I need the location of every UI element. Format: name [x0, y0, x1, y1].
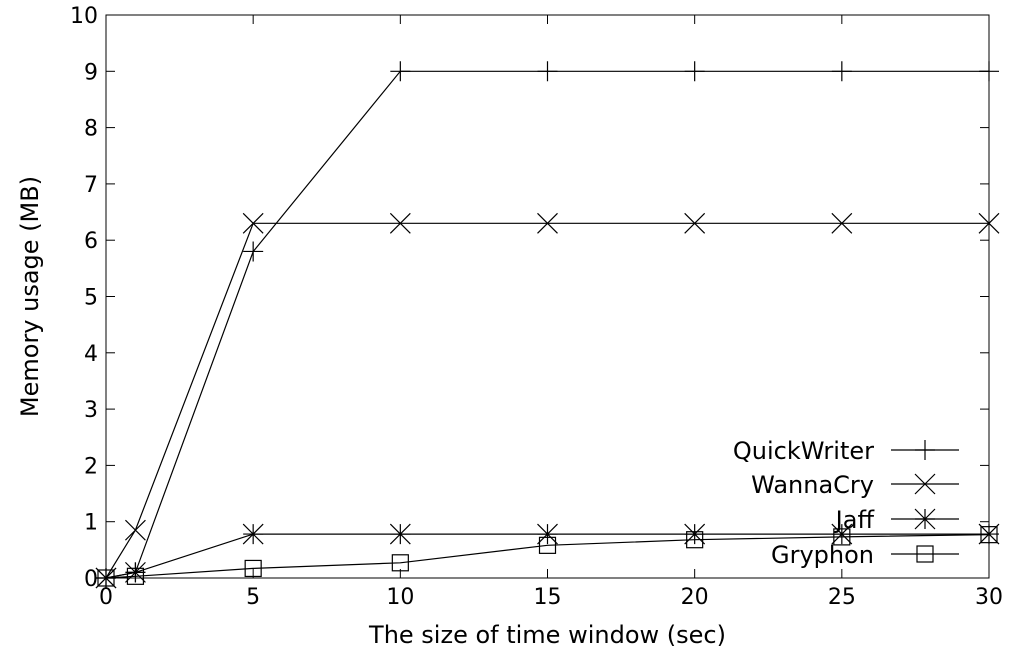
- square-marker: [391, 554, 409, 572]
- y-tick-label: 4: [84, 342, 98, 367]
- y-tick-label: 6: [84, 229, 98, 254]
- square-marker: [980, 526, 998, 544]
- square-marker: [244, 559, 262, 578]
- cross-marker: [125, 519, 146, 541]
- star-marker: [684, 523, 706, 545]
- square-marker: [916, 545, 934, 563]
- square-marker: [538, 536, 557, 554]
- y-tick-label: 9: [84, 60, 98, 85]
- series-gryphon: [97, 526, 998, 587]
- cross-marker: [914, 473, 936, 495]
- y-tick-label: 7: [84, 173, 98, 198]
- star-marker: [125, 561, 146, 583]
- cross-marker: [978, 212, 1000, 234]
- plus-marker: [684, 61, 705, 82]
- x-tick-label: 20: [681, 585, 709, 610]
- series-line: [105, 533, 989, 579]
- x-tick-label: 30: [975, 585, 1003, 610]
- cross-marker: [831, 212, 853, 234]
- series-layer: [95, 61, 1000, 589]
- legend-label: QuickWriter: [733, 437, 874, 465]
- square-marker: [97, 569, 115, 587]
- y-tick-label: 1: [84, 511, 98, 536]
- cross-marker: [537, 212, 558, 234]
- cross-marker: [389, 212, 411, 234]
- star-marker: [978, 523, 1000, 545]
- plus-marker: [831, 61, 852, 82]
- y-axis-label: Memory usage (MB): [16, 176, 44, 417]
- series-line: [105, 534, 990, 579]
- series-line: [105, 70, 989, 579]
- star-marker: [914, 508, 936, 530]
- plus-marker: [915, 440, 935, 460]
- square-marker: [126, 567, 145, 585]
- legend-label: WannaCry: [751, 471, 874, 499]
- square-marker: [686, 531, 704, 549]
- y-tick-label: 10: [70, 4, 98, 29]
- y-tick-label: 3: [84, 398, 98, 423]
- x-tick-label: 0: [99, 585, 113, 610]
- x-tick-label: 5: [246, 585, 260, 610]
- plus-marker: [243, 241, 264, 262]
- plus-marker: [537, 61, 558, 82]
- star-marker: [537, 523, 558, 545]
- square-marker: [833, 528, 851, 546]
- y-tick-label: 8: [84, 117, 98, 142]
- y-tick-label: 5: [84, 286, 98, 311]
- plus-marker: [390, 61, 411, 82]
- x-axis-label: The size of time window (sec): [368, 621, 726, 649]
- x-tick-label: 25: [828, 585, 856, 610]
- x-tick-label: 15: [534, 585, 562, 610]
- y-tick-label: 0: [84, 567, 98, 592]
- cross-marker: [242, 212, 264, 234]
- legend-label: Jaff: [834, 506, 875, 534]
- star-marker: [242, 523, 264, 545]
- x-tick-label: 10: [386, 585, 414, 610]
- series-line: [105, 222, 989, 579]
- star-marker: [831, 523, 853, 545]
- legend-label: Gryphon: [771, 541, 874, 569]
- legend: QuickWriter WannaCry Jaff Gryphon: [733, 437, 959, 569]
- plus-marker: [979, 61, 999, 82]
- y-tick-label: 2: [84, 454, 98, 479]
- star-marker: [389, 523, 411, 545]
- axes: 0 5 10 15 20 25 30 0 1 2 3 4 5 6 7 8 9 10: [70, 4, 1003, 610]
- cross-marker: [684, 212, 706, 234]
